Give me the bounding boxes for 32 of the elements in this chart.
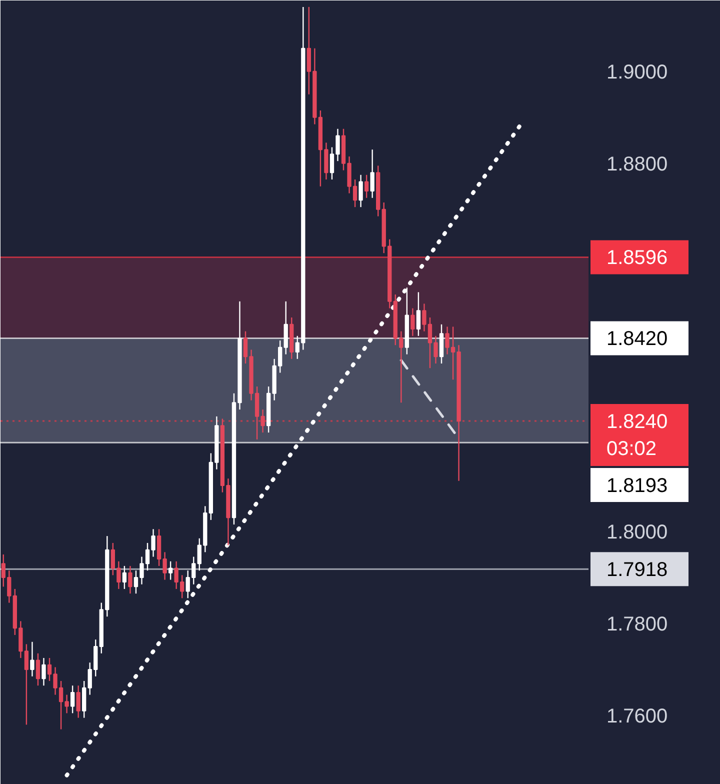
ref-line-label: 1.8240 xyxy=(606,411,668,434)
y-tick-label: 1.7600 xyxy=(606,705,668,728)
candlestick xyxy=(7,570,12,604)
candlestick xyxy=(192,556,196,585)
candlestick xyxy=(36,652,40,686)
candlestick xyxy=(122,565,127,590)
candlestick xyxy=(1,554,6,588)
ref-line-label: 1.7918 xyxy=(606,559,668,582)
y-tick-label: 1.8000 xyxy=(606,521,668,544)
candlestick xyxy=(76,684,80,718)
candlestick xyxy=(94,638,98,677)
y-tick-label: 1.9000 xyxy=(606,61,668,84)
candlestick xyxy=(70,684,75,714)
candlestick xyxy=(358,174,363,208)
candlestick xyxy=(168,560,173,580)
candlestick xyxy=(370,148,374,198)
text: 03:02 xyxy=(606,438,657,460)
y-tick-label: 1.8800 xyxy=(606,153,668,176)
candlestick xyxy=(180,574,184,599)
candlestick xyxy=(82,680,86,718)
candlestick xyxy=(410,308,415,337)
candlestick xyxy=(128,565,132,594)
y-tick-label: 1.7800 xyxy=(606,613,668,636)
ref-line-label: 1.8193 xyxy=(606,475,668,498)
candlestick xyxy=(186,570,190,599)
candlestick xyxy=(30,641,34,677)
ref-line-label: 1.8596 xyxy=(606,247,668,270)
ref-line-label: 1.8420 xyxy=(606,328,668,350)
candlestick xyxy=(174,560,178,590)
candlestick xyxy=(42,657,46,686)
candlestick xyxy=(364,174,369,198)
candlestick xyxy=(88,662,92,696)
